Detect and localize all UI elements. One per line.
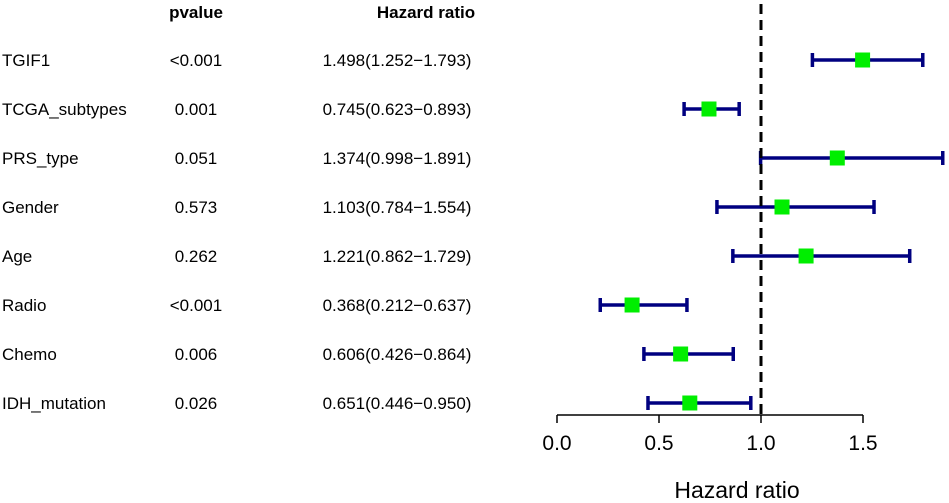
row-pvalue: 0.026 [175,394,218,413]
row-label: TGIF1 [2,51,50,70]
hr-point [774,199,790,215]
forest-row: PRS_type 0.051 1.374(0.998−1.891) [2,149,945,168]
hr-point [798,248,814,264]
x-tick-label: 1.5 [848,432,877,455]
x-tick-label: 1.0 [746,432,775,455]
x-tick-label: 0.5 [644,432,673,455]
row-label: Chemo [2,345,57,364]
forest-rows: TGIF1 <0.001 1.498(1.252−1.793) TCGA_subtyp… [2,4,945,414]
pvalue-header: pvalue [169,3,223,22]
row-pvalue: <0.001 [170,51,222,70]
hr-point [855,52,871,68]
forest-row: Radio <0.001 0.368(0.212−0.637) [2,296,689,315]
hr-point [624,297,640,313]
row-hr-text: 0.368(0.212−0.637) [323,296,472,315]
row-hr-text: 1.221(0.862−1.729) [323,247,472,266]
forest-row: Gender 0.573 1.103(0.784−1.554) [2,198,876,217]
hazard-ratio-header: Hazard ratio [377,3,475,22]
x-tick-label: 0.0 [542,432,571,455]
hr-point [701,101,717,117]
row-label: Gender [2,198,59,217]
row-hr-text: 1.374(0.998−1.891) [323,149,472,168]
row-label: IDH_mutation [2,394,106,413]
row-label: TCGA_subtypes [2,100,127,119]
forest-row: IDH_mutation 0.026 0.651(0.446−0.950) [2,394,753,413]
row-label: Radio [2,296,46,315]
row-hr-text: 0.606(0.426−0.864) [323,345,472,364]
row-label: Age [2,247,32,266]
x-axis: 0.0 0.5 1.0 1.5 [542,414,878,455]
row-pvalue: 0.262 [175,247,218,266]
hr-point [829,150,845,166]
row-pvalue: <0.001 [170,296,222,315]
forest-row: Chemo 0.006 0.606(0.426−0.864) [2,345,736,364]
row-pvalue: 0.051 [175,149,218,168]
forest-row: TCGA_subtypes 0.001 0.745(0.623−0.893) [2,100,741,119]
row-pvalue: 0.001 [175,100,218,119]
row-hr-text: 1.103(0.784−1.554) [323,198,472,217]
row-hr-text: 0.651(0.446−0.950) [323,394,472,413]
hr-point [673,346,689,362]
hr-point [682,395,698,411]
row-pvalue: 0.006 [175,345,218,364]
row-hr-text: 1.498(1.252−1.793) [323,51,472,70]
x-axis-label: Hazard ratio [674,477,799,503]
forest-row: Age 0.262 1.221(0.862−1.729) [2,247,912,266]
forest-row: TGIF1 <0.001 1.498(1.252−1.793) [2,51,925,70]
row-label: PRS_type [2,149,79,168]
row-pvalue: 0.573 [175,198,218,217]
row-hr-text: 0.745(0.623−0.893) [323,100,472,119]
